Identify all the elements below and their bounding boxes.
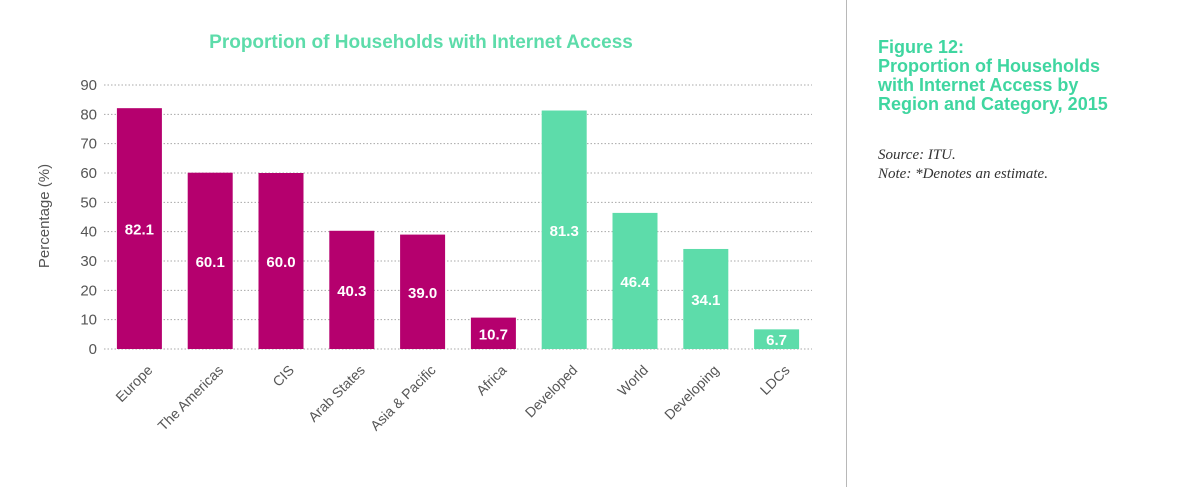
bar <box>116 108 162 349</box>
x-tick-label: CIS <box>269 362 297 390</box>
figure-title-line: Proportion of Households <box>878 56 1100 76</box>
value-labels: 82.1 60.1 60.0 40.3 39.0 10.7 81.3 46.4 34.1 6.7 <box>125 222 787 350</box>
bar-value-label: 10.7 <box>479 326 508 343</box>
y-tick-label: 10 <box>80 312 97 329</box>
estimate-note: Note: *Denotes an estimate. <box>878 166 1048 182</box>
bar <box>541 110 587 350</box>
figure-title-line: Figure 12: <box>878 37 965 57</box>
bar-value-label: 39.0 <box>408 285 437 302</box>
bar <box>683 248 729 349</box>
y-tick-label: 70 <box>80 136 97 153</box>
x-tick-label: Europe <box>112 362 155 405</box>
bar <box>258 173 304 349</box>
figure-title: Figure 12: Proportion of Households with… <box>878 38 1188 114</box>
y-tick-label: 40 <box>80 224 97 241</box>
gridlines <box>104 84 812 350</box>
x-tick-label: Africa <box>473 362 510 399</box>
bar <box>187 172 233 349</box>
divider <box>846 0 847 487</box>
bar <box>400 234 446 349</box>
y-axis-ticks: 0 10 20 30 40 50 60 70 80 90 <box>80 77 97 358</box>
bar-value-label: 6.7 <box>766 332 787 349</box>
y-tick-label: 20 <box>80 282 97 299</box>
bar-chart: Proportion of Households with Internet A… <box>36 32 812 434</box>
bar-value-label: 40.3 <box>337 283 366 300</box>
y-tick-label: 50 <box>80 194 97 211</box>
bar-value-label: 34.1 <box>691 292 720 309</box>
x-tick-label: Arab States <box>305 362 368 425</box>
bar <box>329 230 375 349</box>
y-tick-label: 90 <box>80 77 97 94</box>
x-tick-label: The Americas <box>154 362 226 434</box>
x-tick-label: Developed <box>522 362 581 421</box>
bars <box>116 108 800 350</box>
bar <box>754 329 800 349</box>
bar-value-label: 82.1 <box>125 222 154 239</box>
x-tick-label: Asia & Pacific <box>367 362 439 434</box>
x-tick-label: Developing <box>661 362 722 423</box>
figure-title-line: Region and Category, 2015 <box>878 94 1108 114</box>
x-tick-label: World <box>614 362 651 399</box>
bar-value-label: 46.4 <box>620 274 650 291</box>
figure-title-line: with Internet Access by <box>878 75 1079 95</box>
y-axis-label: Percentage (%) <box>36 164 53 268</box>
bar-value-label: 60.0 <box>266 254 295 271</box>
x-tick-label: LDCs <box>757 362 793 398</box>
source-note: Source: ITU. <box>878 147 956 163</box>
y-tick-label: 0 <box>89 341 97 358</box>
y-tick-label: 80 <box>80 106 97 123</box>
figure-notes: Source: ITU. Note: *Denotes an estimate. <box>878 146 1188 184</box>
y-tick-label: 60 <box>80 165 97 182</box>
chart-title: Proportion of Households with Internet A… <box>209 32 633 53</box>
figure-caption: Figure 12: Proportion of Households with… <box>878 38 1188 184</box>
bar-value-label: 81.3 <box>550 223 579 240</box>
bar-value-label: 60.1 <box>196 254 225 271</box>
y-tick-label: 30 <box>80 253 97 270</box>
bar <box>470 317 516 349</box>
bar <box>612 212 658 349</box>
